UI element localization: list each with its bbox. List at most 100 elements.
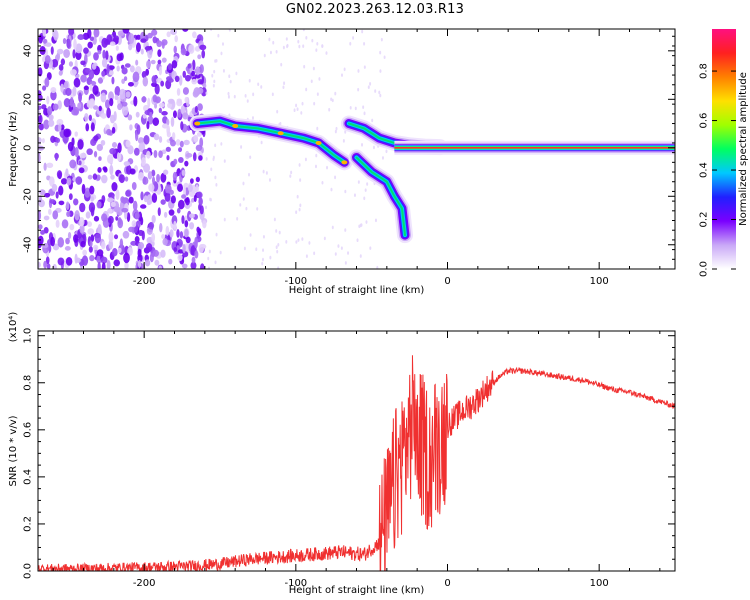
noise-blob (160, 199, 166, 205)
noise-blob (101, 213, 108, 222)
noise-blob (49, 199, 56, 204)
noise-blob (93, 150, 98, 158)
noise-blob (171, 132, 176, 140)
noise-blob (58, 70, 63, 76)
noise-blob (194, 105, 198, 113)
y-tick-label: 0.2 (23, 516, 34, 532)
noise-blob (158, 265, 163, 269)
y-axis-label: Frequency (Hz) (8, 111, 19, 187)
faint-dot (353, 193, 356, 197)
noise-blob (72, 49, 76, 59)
noise-blob (58, 123, 62, 133)
noise-blob (123, 252, 130, 264)
y-axis-label: SNR (10 * v/v) (8, 415, 19, 486)
noise-blob (78, 92, 83, 103)
noise-blob (188, 44, 195, 54)
snr-plot: -200 -100 0 100 0.0 0.2 0.4 0.6 0.8 1.0 Height of … (8, 312, 676, 596)
x-tick-label: -100 (284, 276, 307, 287)
y-tick-label: 0.4 (23, 469, 34, 485)
faint-dot (223, 159, 226, 163)
faint-dot (244, 94, 247, 98)
noise-blob (79, 224, 85, 234)
noise-blob (183, 139, 190, 146)
noise-blob (38, 93, 43, 102)
noise-blob (166, 31, 171, 38)
faint-dot (349, 41, 352, 46)
faint-dot (359, 254, 362, 258)
faint-dot (361, 143, 364, 147)
noise-blob (85, 211, 91, 219)
noise-blob (80, 74, 87, 83)
noise-blob (195, 176, 200, 183)
noise-blob (106, 63, 110, 74)
noise-blob (129, 65, 135, 73)
noise-blob (88, 202, 96, 213)
noise-blob (103, 167, 108, 173)
noise-blob (93, 52, 99, 61)
faint-dot (378, 90, 381, 95)
faint-dot (269, 255, 272, 260)
colorbar-tick-label: 0.6 (699, 113, 710, 129)
noise-blob (172, 110, 177, 119)
noise-blob (184, 228, 189, 238)
noise-blob (69, 159, 77, 169)
noise-blob (111, 182, 118, 192)
noise-blob (81, 183, 86, 195)
noise-blob (52, 210, 59, 220)
y-tick-label: 0.8 (23, 375, 34, 391)
noise-blob (178, 75, 183, 86)
noise-blob (52, 243, 60, 251)
noise-blob (184, 220, 189, 228)
noise-blob (42, 85, 47, 91)
faint-dot (381, 156, 384, 160)
noise-blob (75, 51, 82, 61)
noise-blob (177, 254, 183, 262)
noise-blob (191, 70, 195, 77)
faint-dot (298, 163, 301, 167)
noise-blob (135, 111, 140, 118)
noise-blob (75, 176, 83, 185)
noise-blob (79, 152, 87, 159)
faint-dot (236, 217, 239, 221)
faint-dot (308, 241, 311, 245)
noise-blob (87, 174, 93, 180)
faint-dot (260, 85, 263, 89)
faint-dot (212, 83, 215, 88)
noise-blob (46, 263, 51, 269)
noise-blob (118, 174, 125, 184)
track-hotspot (232, 123, 239, 128)
noise-blob (60, 58, 66, 66)
faint-dot (298, 207, 301, 212)
noise-blob (82, 249, 88, 256)
noise-blob (151, 29, 158, 36)
noise-blob (190, 198, 195, 203)
noise-blob (137, 229, 144, 237)
faint-dot (249, 155, 252, 160)
noise-blob (170, 29, 178, 35)
noise-blob (167, 102, 173, 109)
noise-blob (83, 219, 88, 226)
noise-blob (102, 49, 106, 60)
noise-blob (147, 171, 153, 180)
faint-dot (361, 29, 364, 34)
carrier-band (394, 146, 675, 149)
noise-blob (197, 54, 202, 60)
noise-blob (134, 235, 140, 243)
noise-blob (187, 63, 192, 69)
faint-dot (357, 87, 360, 92)
faint-dot (286, 44, 289, 49)
noise-blob (63, 128, 71, 138)
noise-blob (123, 76, 128, 82)
faint-dot (295, 210, 298, 215)
noise-blob (128, 226, 135, 233)
noise-blob (194, 250, 199, 259)
noise-blob (48, 208, 52, 215)
faint-dot (228, 29, 231, 32)
noise-blob (50, 90, 57, 101)
noise-blob (131, 220, 137, 228)
noise-blob (113, 234, 119, 240)
faint-dot (275, 229, 278, 233)
noise-blob (77, 34, 85, 41)
faint-dot (249, 233, 252, 237)
noise-blob (181, 215, 185, 225)
